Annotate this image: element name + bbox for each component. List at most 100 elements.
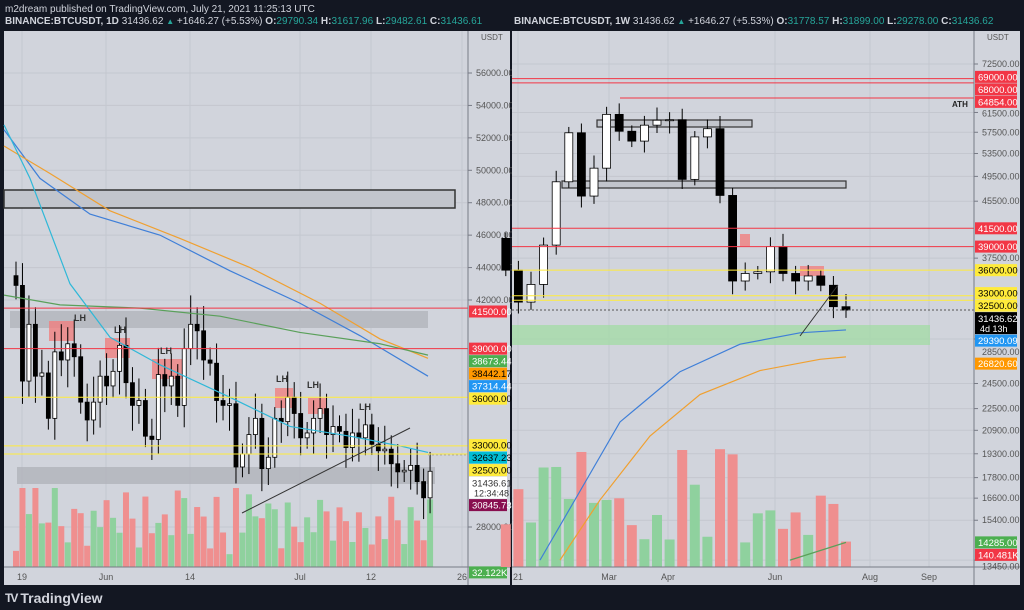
volume-bar	[330, 540, 337, 567]
candle	[324, 408, 329, 435]
volume-bar	[155, 522, 162, 567]
price-tag-label: 29390.09	[978, 336, 1018, 347]
volume-bar	[32, 488, 39, 567]
volume-bar	[200, 516, 207, 567]
candle	[778, 246, 788, 274]
volume-bar	[841, 541, 851, 567]
volume-bar	[601, 499, 612, 567]
volume-bar	[129, 518, 136, 567]
price-tick-label: 53500.00	[982, 149, 1020, 159]
candle	[816, 275, 826, 286]
price-tag	[469, 451, 507, 464]
left-last: 31436.62	[121, 16, 164, 27]
volume-bar	[427, 499, 434, 567]
candle	[233, 403, 239, 468]
volume-bar	[349, 542, 356, 567]
price-tick-label: 24500.00	[982, 379, 1020, 389]
candle	[304, 432, 310, 439]
l-label: L:	[375, 16, 386, 27]
tradingview-logo-icon: TV	[5, 591, 18, 605]
right-symbol[interactable]: BINANCE:BTCUSDT, 1W	[514, 16, 631, 27]
countdown-label: 12:34:48	[474, 489, 509, 499]
price-tag	[975, 240, 1017, 253]
candle	[78, 356, 84, 403]
current-price-tag	[469, 476, 507, 499]
price-tick-label: 28000.00	[476, 522, 514, 532]
candle	[39, 372, 45, 377]
volume-bar	[181, 498, 188, 567]
candle	[252, 417, 258, 435]
candle	[665, 119, 674, 122]
price-tag	[975, 334, 1017, 347]
candle	[382, 448, 388, 452]
candle	[104, 375, 109, 387]
volume-bar	[323, 511, 330, 567]
ath-label: ATH	[952, 100, 968, 109]
candle	[408, 464, 414, 471]
volume-bar	[304, 517, 311, 567]
volume-bar	[815, 495, 826, 567]
volume-bar	[122, 492, 129, 567]
candle	[337, 426, 342, 432]
left-symbol[interactable]: BINANCE:BTCUSDT, 1D	[5, 16, 119, 27]
volume-bar	[652, 514, 662, 567]
price-tick-label: 46000.00	[476, 230, 514, 240]
volume-bar	[90, 510, 97, 567]
tradingview-brand[interactable]: TV TradingView	[5, 590, 103, 606]
price-tag-label: 38673.44	[472, 357, 512, 368]
c-label: C:	[429, 16, 441, 27]
price-tag	[975, 536, 1017, 549]
price-tick-label: 48000.00	[476, 198, 514, 208]
price-tick-label: 13450.00	[982, 561, 1020, 571]
volume-bar	[500, 524, 511, 567]
left-close: 31436.61	[440, 16, 483, 27]
left-chart-daily[interactable]: LH LH LH LH LH LH USDT 19 Jun 14 Jul 12 26 56000.00 54…	[3, 31, 514, 585]
lh-label: LH	[307, 380, 319, 390]
candle	[414, 464, 420, 482]
time-tick-label: Jun	[99, 572, 114, 582]
volume-bar	[614, 498, 625, 567]
candle	[188, 323, 194, 350]
price-tag	[975, 83, 1017, 96]
volume-bar	[381, 539, 388, 567]
left-high: 31617.96	[331, 16, 374, 27]
candle	[142, 400, 148, 437]
volume-bar	[362, 528, 369, 567]
price-tag	[975, 95, 1017, 108]
candle	[117, 344, 122, 372]
volume-bar	[258, 518, 265, 567]
volume-bar	[187, 533, 194, 567]
price-tag-label: 38442.17	[472, 369, 512, 380]
price-tick-label: 50000.00	[476, 165, 514, 175]
volume-bar	[297, 542, 304, 567]
price-tag-label: 36000.00	[472, 394, 512, 405]
time-tick-label: Mar	[601, 572, 617, 582]
volume-bar	[58, 526, 65, 567]
candle	[91, 401, 97, 421]
candle	[740, 273, 750, 282]
volume-bar	[284, 502, 291, 567]
right-chart-weekly[interactable]: ATH USDT 21 Mar Apr Jun Aug Sep 72500.00 69000.00…	[500, 31, 1020, 585]
volume-bar	[639, 539, 650, 567]
candle	[501, 238, 511, 271]
price-tick-label: 16600.00	[982, 493, 1020, 503]
volume-bar	[174, 490, 181, 567]
lh-label: LH	[276, 374, 288, 384]
ma-blue	[539, 329, 847, 561]
candle	[65, 343, 71, 361]
volume-bar	[45, 522, 52, 567]
candle	[265, 456, 271, 470]
price-tag	[469, 305, 507, 318]
ma-green	[3, 294, 429, 356]
volume-bar	[828, 503, 839, 567]
price-tick-label: 17800.00	[982, 473, 1020, 483]
countdown-label: 4d 13h	[980, 324, 1008, 334]
price-tick-label: 56000.00	[476, 68, 514, 78]
volume-bar	[677, 450, 688, 567]
volume-bar	[116, 532, 123, 567]
volume-bar	[526, 522, 536, 567]
price-tick-label: 57500.00	[982, 127, 1020, 137]
volume-bar	[317, 499, 324, 567]
price-tag	[469, 342, 507, 355]
